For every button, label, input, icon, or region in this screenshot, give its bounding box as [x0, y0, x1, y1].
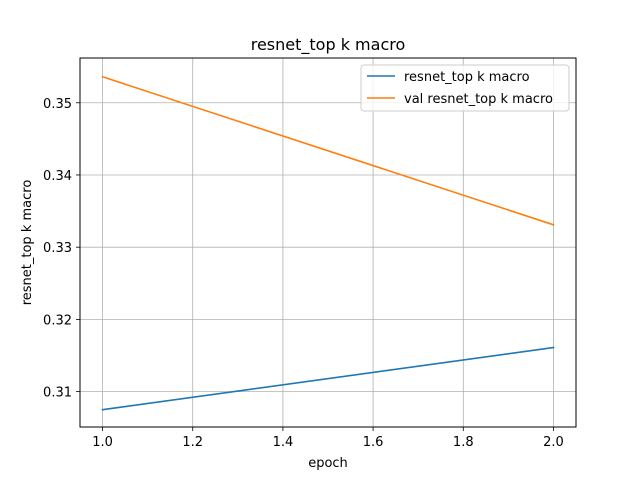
y-tick-label: 0.31	[43, 386, 72, 401]
x-tick-label: 1.8	[453, 435, 474, 450]
legend-label: resnet_top k macro	[404, 70, 530, 85]
y-axis: 0.31 0.32 0.33 0.34 0.35	[43, 97, 80, 401]
chart-title: resnet_top k macro	[251, 35, 406, 55]
y-tick-label: 0.34	[43, 169, 72, 184]
y-tick-label: 0.32	[43, 313, 72, 328]
legend-label: val resnet_top k macro	[404, 92, 553, 107]
series-layer	[101, 75, 555, 411]
y-axis-label: resnet_top k macro	[20, 180, 35, 306]
x-axis: 1.0 1.2 1.4 1.6 1.8 2.0	[92, 427, 564, 450]
legend: resnet_top k macro val resnet_top k macro	[360, 64, 570, 112]
x-tick-label: 1.6	[363, 435, 384, 450]
series-line-1	[101, 346, 555, 411]
series-line-2	[101, 75, 555, 226]
x-tick-label: 1.4	[273, 435, 294, 450]
legend-box	[360, 64, 570, 112]
x-axis-label: epoch	[308, 456, 348, 471]
x-tick-label: 2.0	[543, 435, 564, 450]
y-tick-label: 0.33	[43, 241, 72, 256]
x-tick-label: 1.2	[182, 435, 203, 450]
plot-frame	[79, 57, 577, 428]
y-tick-label: 0.35	[43, 97, 72, 112]
x-tick-label: 1.0	[92, 435, 113, 450]
legend-items: resnet_top k macro val resnet_top k macro	[367, 70, 553, 107]
